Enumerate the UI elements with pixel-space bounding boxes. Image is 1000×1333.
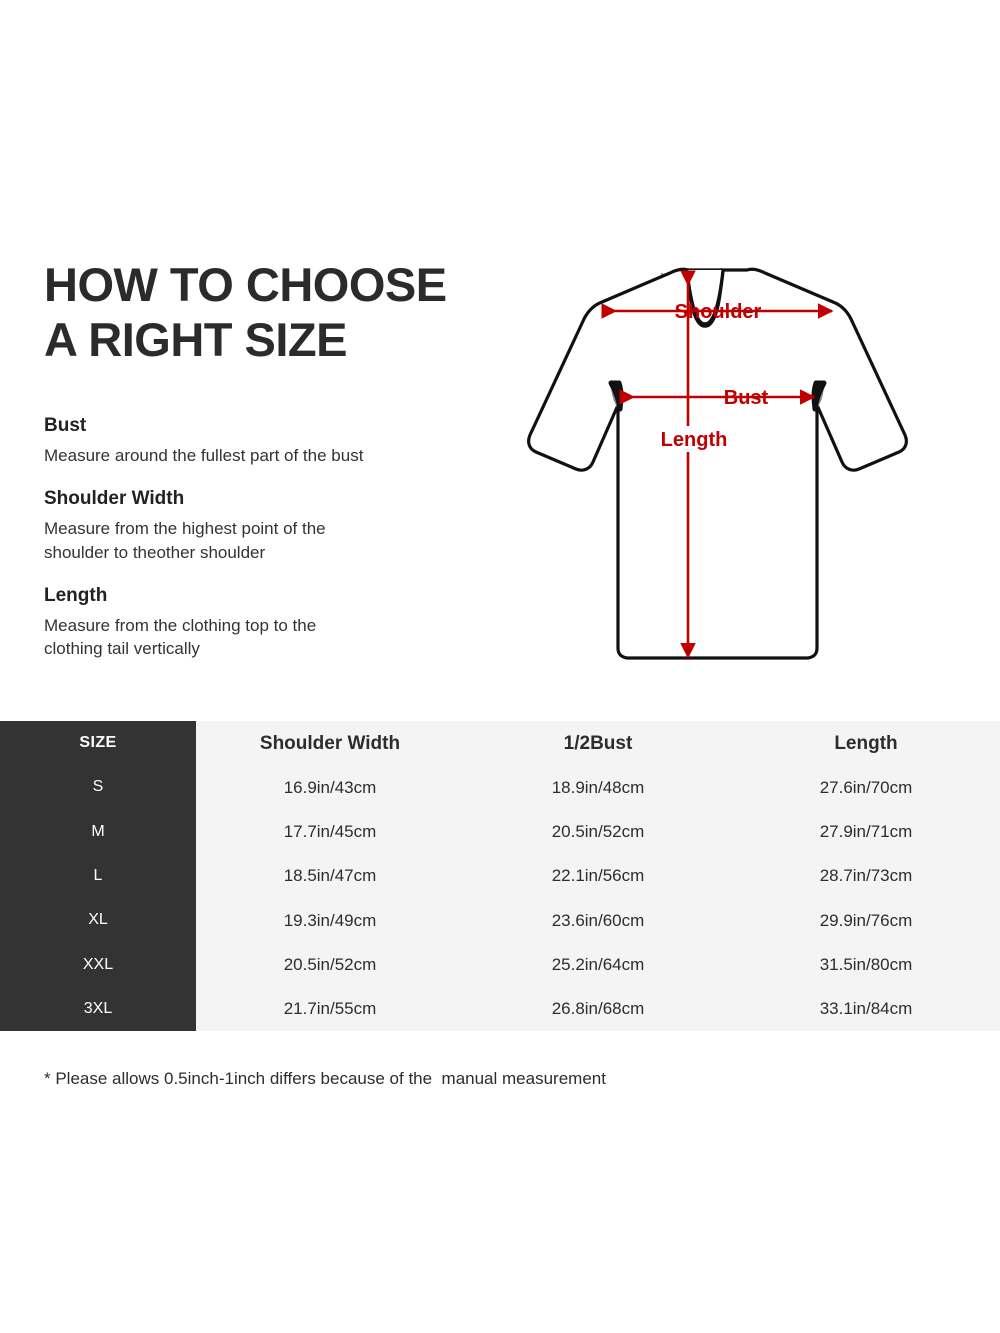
definition-term-shoulder-width: Shoulder Width xyxy=(44,488,185,510)
table-cell-bust: 23.6in/60cm xyxy=(551,910,645,930)
table-cell-length: 27.9in/71cm xyxy=(819,822,913,842)
table-cell-bust: 18.9in/48cm xyxy=(551,777,645,797)
page-title-line-1: HOW TO CHOOSE xyxy=(44,258,447,311)
table-row: L xyxy=(93,866,103,884)
table-header-half-bust: 1/2Bust xyxy=(563,732,633,754)
table-cell-bust: 20.5in/52cm xyxy=(551,822,645,842)
right-armpit-wedge-icon xyxy=(811,380,827,412)
table-cell-shoulder: 19.3in/49cm xyxy=(283,910,377,930)
table-cell-shoulder: 17.7in/45cm xyxy=(283,822,377,842)
definition-desc-shoulder-line-1: Measure from the highest point of the xyxy=(44,519,326,539)
table-grid: SIZE Shoulder Width 1/2Bust Length S 16.… xyxy=(0,721,1000,1031)
definition-desc-length-line-2: clothing tail vertically xyxy=(44,639,200,659)
definition-desc-bust: Measure around the fullest part of the b… xyxy=(44,445,364,465)
table-cell-length: 29.9in/76cm xyxy=(819,910,913,930)
table-row: S xyxy=(92,778,104,796)
measurement-disclaimer: * Please allows 0.5inch-1inch differs be… xyxy=(44,1069,606,1088)
page-title: HOW TO CHOOSE A RIGHT SIZE xyxy=(44,258,474,368)
table-cell-shoulder: 16.9in/43cm xyxy=(283,777,377,797)
table-row: XXL xyxy=(82,955,114,973)
table-cell-bust: 25.2in/64cm xyxy=(551,955,645,975)
table-cell-length: 33.1in/84cm xyxy=(819,999,913,1019)
bust-label: Bust xyxy=(724,387,769,409)
tshirt-measurement-diagram: Shoulder Bust Length xyxy=(490,250,980,690)
table-header-length: Length xyxy=(834,732,898,754)
table-row: XL xyxy=(88,911,108,929)
definition-desc-length: Measure from the clothing top to the clo… xyxy=(44,614,464,661)
table-header-size: SIZE xyxy=(79,734,117,752)
definition-length: Length Measure from the clothing top to … xyxy=(44,585,464,661)
table-panel-background xyxy=(196,721,1000,1031)
table-cell-shoulder: 20.5in/52cm xyxy=(283,955,377,975)
measurement-definitions: Bust Measure around the fullest part of … xyxy=(44,415,464,682)
table-header-shoulder-width: Shoulder Width xyxy=(259,732,401,754)
definition-term-length: Length xyxy=(44,584,108,606)
table-row: M xyxy=(91,822,105,840)
table-cell-length: 28.7in/73cm xyxy=(819,866,913,886)
length-label: Length xyxy=(661,429,728,451)
table-cell-length: 27.6in/70cm xyxy=(819,777,913,797)
definition-desc-shoulder-width: Measure from the highest point of the sh… xyxy=(44,517,464,564)
table-cell-bust: 26.8in/68cm xyxy=(551,999,645,1019)
shoulder-label: Shoulder xyxy=(675,301,762,323)
definition-desc-shoulder-line-2: shoulder to theother shoulder xyxy=(44,542,266,562)
left-armpit-wedge-icon xyxy=(608,380,624,412)
length-label-backdrop xyxy=(653,426,735,452)
table-cell-shoulder: 18.5in/47cm xyxy=(283,866,377,886)
definition-bust: Bust Measure around the fullest part of … xyxy=(44,415,464,467)
table-cell-bust: 22.1in/56cm xyxy=(551,866,645,886)
tshirt-outline-icon xyxy=(527,267,908,660)
size-chart-table: SIZE Shoulder Width 1/2Bust Length S 16.… xyxy=(0,721,1000,1031)
definition-shoulder-width: Shoulder Width Measure from the highest … xyxy=(44,488,464,564)
table-cell-shoulder: 21.7in/55cm xyxy=(283,999,377,1019)
definition-desc-length-line-1: Measure from the clothing top to the xyxy=(44,615,317,635)
table-cell-length: 31.5in/80cm xyxy=(819,955,913,975)
table-row: 3XL xyxy=(83,999,113,1017)
definition-term-bust: Bust xyxy=(44,415,87,436)
page-title-line-2: A RIGHT SIZE xyxy=(44,312,348,366)
table-size-column-background xyxy=(0,721,196,1031)
